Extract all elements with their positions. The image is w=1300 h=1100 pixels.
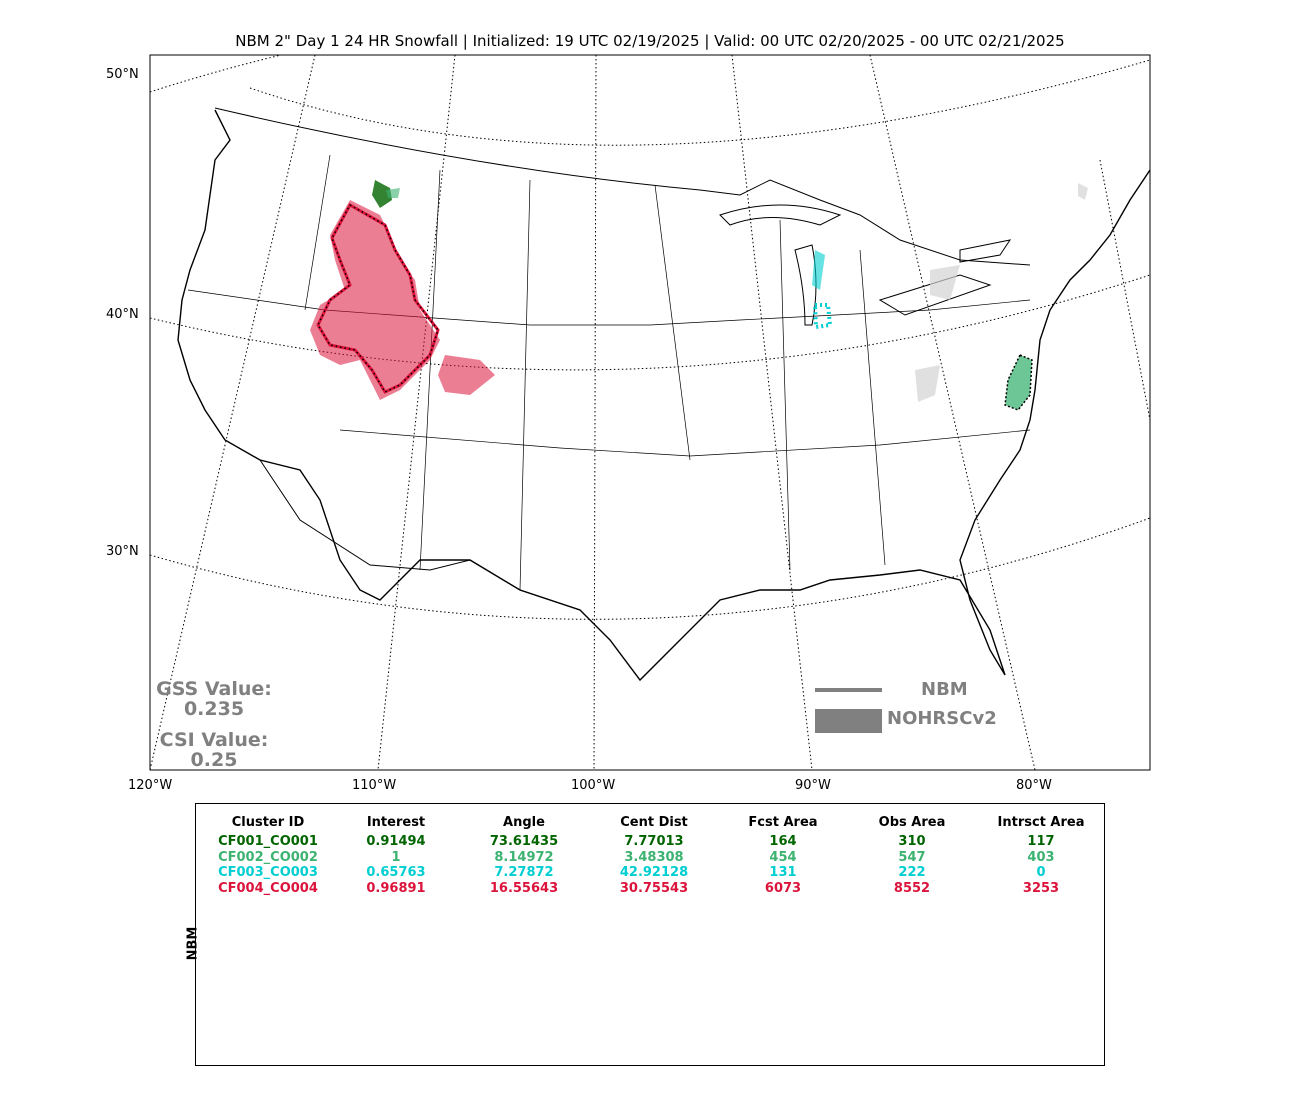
table-cell: 7.27872 bbox=[494, 865, 554, 881]
table-cell: CF004_CO004 bbox=[218, 881, 318, 897]
table-cell: 16.55643 bbox=[489, 881, 559, 897]
header-obs-area: Obs Area bbox=[878, 815, 946, 830]
header-intrsct-area: Intrsct Area bbox=[997, 815, 1085, 830]
legend-observed-label: NOHRSCv2 bbox=[887, 708, 997, 729]
us-outline bbox=[177, 109, 1150, 682]
map-frame bbox=[149, 54, 1151, 771]
parallels bbox=[150, 55, 1150, 620]
lon-label-120w: 120°W bbox=[128, 778, 173, 793]
header-cluster-id: Cluster ID bbox=[231, 815, 305, 830]
gss-label: GSS Value: bbox=[156, 678, 272, 700]
table-cell: 547 bbox=[898, 849, 926, 865]
cluster-cf002 bbox=[1004, 354, 1033, 411]
cluster-cf001 bbox=[372, 180, 400, 208]
table-cell: 403 bbox=[1027, 849, 1055, 865]
table-cell: CF002_CO002 bbox=[218, 849, 318, 865]
table-cell: 131 bbox=[769, 865, 797, 881]
lat-label-50n: 50°N bbox=[106, 67, 139, 82]
lat-label-30n: 30°N bbox=[106, 544, 139, 559]
csi-value: 0.25 bbox=[190, 749, 238, 771]
gss-value: 0.235 bbox=[183, 698, 245, 720]
lon-label-100w: 100°W bbox=[571, 778, 616, 793]
header-fcst-area: Fcst Area bbox=[748, 815, 818, 830]
table-cell: 310 bbox=[898, 834, 926, 849]
header-angle: Angle bbox=[503, 815, 545, 830]
table-side-label: NBM bbox=[185, 926, 201, 961]
lon-label-80w: 80°W bbox=[1016, 778, 1052, 793]
parallel-30n bbox=[150, 517, 1150, 620]
table-cell: 0.96891 bbox=[366, 881, 426, 897]
cluster-stats-table bbox=[195, 803, 1105, 1066]
table-cell: 8552 bbox=[893, 881, 931, 897]
table-cell: 3.48308 bbox=[624, 849, 684, 865]
table-cell: 0.65763 bbox=[366, 865, 426, 881]
table-cell: 6073 bbox=[764, 881, 802, 897]
border-north bbox=[214, 107, 1031, 266]
header-cent-dist: Cent Dist bbox=[620, 815, 688, 830]
cluster-cf004 bbox=[310, 200, 495, 400]
lat-label-40n: 40°N bbox=[106, 307, 139, 322]
table-cell: 222 bbox=[898, 865, 926, 881]
table-cell: 117 bbox=[1027, 834, 1055, 849]
cluster-cf003 bbox=[812, 250, 833, 330]
unmatched-observed bbox=[915, 183, 1088, 402]
lon-label-110w: 110°W bbox=[352, 778, 397, 793]
table-cell: 164 bbox=[769, 834, 797, 849]
legend-observed-swatch bbox=[815, 709, 882, 733]
table-cell: 7.77013 bbox=[624, 834, 684, 849]
cluster-cf003-observed bbox=[812, 250, 825, 290]
table-cell: 0 bbox=[1036, 865, 1046, 881]
state-lines bbox=[187, 154, 1031, 591]
table-cell: CF003_CO003 bbox=[218, 865, 318, 881]
parallel-40n bbox=[150, 274, 1150, 371]
legend-forecast-label: NBM bbox=[921, 679, 968, 700]
table-cell: 1 bbox=[391, 849, 401, 865]
table-cell: 3253 bbox=[1022, 881, 1060, 897]
table-cell: 42.92128 bbox=[619, 865, 689, 881]
table-cell: 73.61435 bbox=[489, 834, 559, 849]
header-interest: Interest bbox=[366, 815, 426, 830]
meridians bbox=[150, 55, 1150, 770]
table-cell: 0.91494 bbox=[366, 834, 426, 849]
map-title: NBM 2" Day 1 24 HR Snowfall | Initialize… bbox=[235, 32, 1065, 50]
table-cell: 30.75543 bbox=[619, 881, 689, 897]
table-cell: CF001_CO001 bbox=[218, 834, 318, 849]
csi-label: CSI Value: bbox=[159, 729, 269, 751]
table-cell: 454 bbox=[769, 849, 797, 865]
lon-label-90w: 90°W bbox=[795, 778, 831, 793]
table-cell: 8.14972 bbox=[494, 849, 554, 865]
